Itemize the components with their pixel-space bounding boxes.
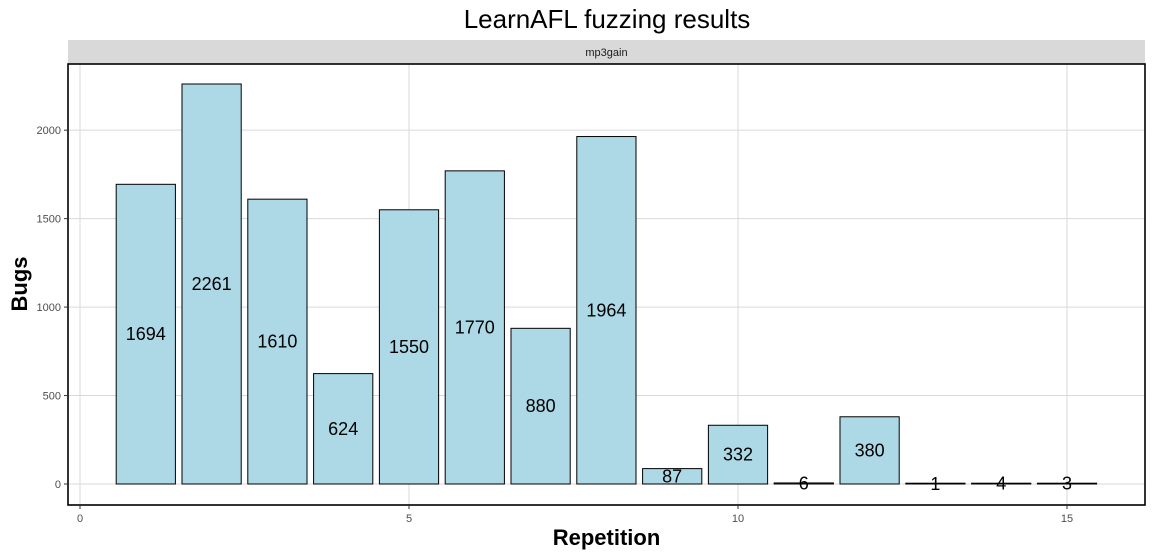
bar: [773, 482, 834, 485]
facet-strip: [68, 40, 1145, 64]
bar: [378, 209, 440, 485]
bar-value-label: 1770: [455, 317, 495, 337]
bar-value-label: 2261: [192, 274, 232, 294]
bar: [115, 183, 176, 485]
bar-value-label: 3: [1062, 474, 1072, 494]
bar: [642, 468, 703, 485]
x-axis-ticks: 0 5 10 15: [77, 505, 1073, 525]
bar-value-label: 1964: [586, 300, 626, 320]
y-tick-label: 1000: [37, 302, 61, 314]
bar-value-label: 1: [930, 474, 940, 494]
x-axis-title: Repetition: [553, 525, 661, 550]
bar-value-label: 380: [855, 440, 885, 460]
bar: [444, 170, 505, 485]
bar-value-label: 1694: [126, 324, 166, 344]
bar: [576, 136, 637, 485]
x-tick-label: 5: [406, 513, 412, 525]
chart-title: LearnAFL fuzzing results: [464, 4, 751, 34]
bar-value-label: 6: [799, 473, 809, 493]
bar-value-label: 332: [723, 445, 753, 465]
bar-value-label: 1610: [257, 332, 297, 352]
y-axis-title: Bugs: [7, 257, 32, 312]
bars: [115, 83, 1098, 485]
y-tick-label: 1500: [37, 214, 61, 226]
panel-border: [67, 63, 1146, 506]
bar: [247, 198, 308, 485]
y-tick-label: 2000: [37, 125, 61, 137]
bar: [971, 482, 1032, 485]
bar: [510, 327, 571, 485]
facet-label: mp3gain: [585, 47, 627, 59]
bar-value-label: 4: [996, 474, 1006, 494]
bar: [313, 373, 374, 485]
bar: [181, 83, 242, 485]
bar: [905, 482, 966, 485]
bar: [839, 416, 900, 485]
bar: [1036, 482, 1098, 485]
y-axis-ticks: 0 500 1000 1500 2000: [37, 125, 68, 491]
bar-value-label: 87: [662, 466, 682, 486]
bar-value-label: 880: [526, 396, 556, 416]
bar-value-label: 1550: [389, 337, 429, 357]
y-tick-label: 500: [43, 391, 61, 403]
bar-value-labels: 1694 2261 1610 624 1550 1770 880 1964 87 332 6 380 1…: [126, 274, 1072, 494]
bar: [707, 424, 769, 485]
x-tick-label: 15: [1061, 513, 1073, 525]
bar-value-label: 624: [328, 419, 358, 439]
x-tick-label: 10: [732, 513, 744, 525]
x-tick-label: 0: [77, 513, 83, 525]
y-tick-label: 0: [55, 479, 61, 491]
